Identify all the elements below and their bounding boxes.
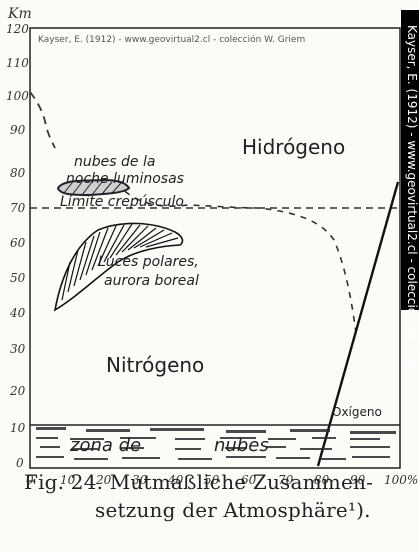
x-tick-label: 50 [204,473,220,487]
aurora-label-line1: Luces polares, [98,254,199,270]
y-tick-label: 70 [10,201,26,215]
y-tick-label: 20 [9,384,26,398]
oxygen-label: Oxígeno [332,405,382,419]
figure-caption-line1: Fig. 24. Mutmaßliche Zusammen- [24,470,374,494]
hydrogen-boundary-dashed [29,91,56,149]
y-tick-label: 0 [16,456,24,470]
y-tick-label: 30 [10,342,26,356]
y-tick-label: 80 [10,166,26,180]
x-tick-label: 90 [350,473,366,487]
cloud-zone-hatch [36,427,396,460]
watermark-side-strip: Kayser, E. (1912) - www.geovirtual2.cl -… [401,10,419,381]
y-tick-label: 100 [6,89,29,103]
noctilucent-cloud-hatch [63,181,122,196]
x-tick-label: 30 [132,473,148,487]
nitrogen-label: Nitrógeno [106,353,204,377]
x-tick-label: 0 [26,473,34,487]
y-tick-label: 50 [10,271,26,285]
noctilucent-label-line1: nubes de la [74,154,155,170]
x-tick-label: 70 [278,473,294,487]
x-tick-label: 80 [314,473,330,487]
noctilucent-cloud-shape [56,178,131,197]
x-tick-label: 10 [60,473,76,487]
y-tick-label: 120 [6,22,29,36]
y-tick-label: 60 [10,236,26,250]
aurora-region-hatch [61,223,179,301]
y-axis-unit: Km [7,6,32,22]
x-tick-labels: 0 10 20 30 40 50 60 70 80 90 100% [26,473,418,487]
aurora-label-line2: aurora boreal [104,273,199,289]
watermark-top: Kayser, E. (1912) - www.geovirtual2.cl -… [38,34,305,45]
noctilucent-label-line2: noche luminosas [66,171,184,187]
x-tick-label: 100% [384,473,418,487]
y-tick-label: 10 [10,421,26,435]
cloud-zone-label-b: nubes [214,435,269,456]
x-tick-label: 40 [167,473,184,487]
figure-caption-line2: setzung der Atmosphäre¹). [95,498,371,522]
hydrogen-label: Hidrógeno [242,135,345,159]
y-tick-label: 90 [10,123,26,137]
x-tick-label: 60 [241,473,257,487]
watermark-side: Kayser, E. (1912) - www.geovirtual2.cl -… [405,25,419,382]
x-tick-label: 20 [95,473,112,487]
y-tick-labels: 120 110 100 90 80 70 60 50 40 30 20 10 0 [6,22,29,470]
cloud-zone-label-a: zona de [69,435,141,456]
y-tick-label: 40 [9,306,26,320]
y-tick-label: 110 [6,56,29,70]
twilight-limit-label: Límite crepúsculo [60,194,184,210]
oxygen-line [316,181,400,467]
plot-frame [29,27,401,469]
